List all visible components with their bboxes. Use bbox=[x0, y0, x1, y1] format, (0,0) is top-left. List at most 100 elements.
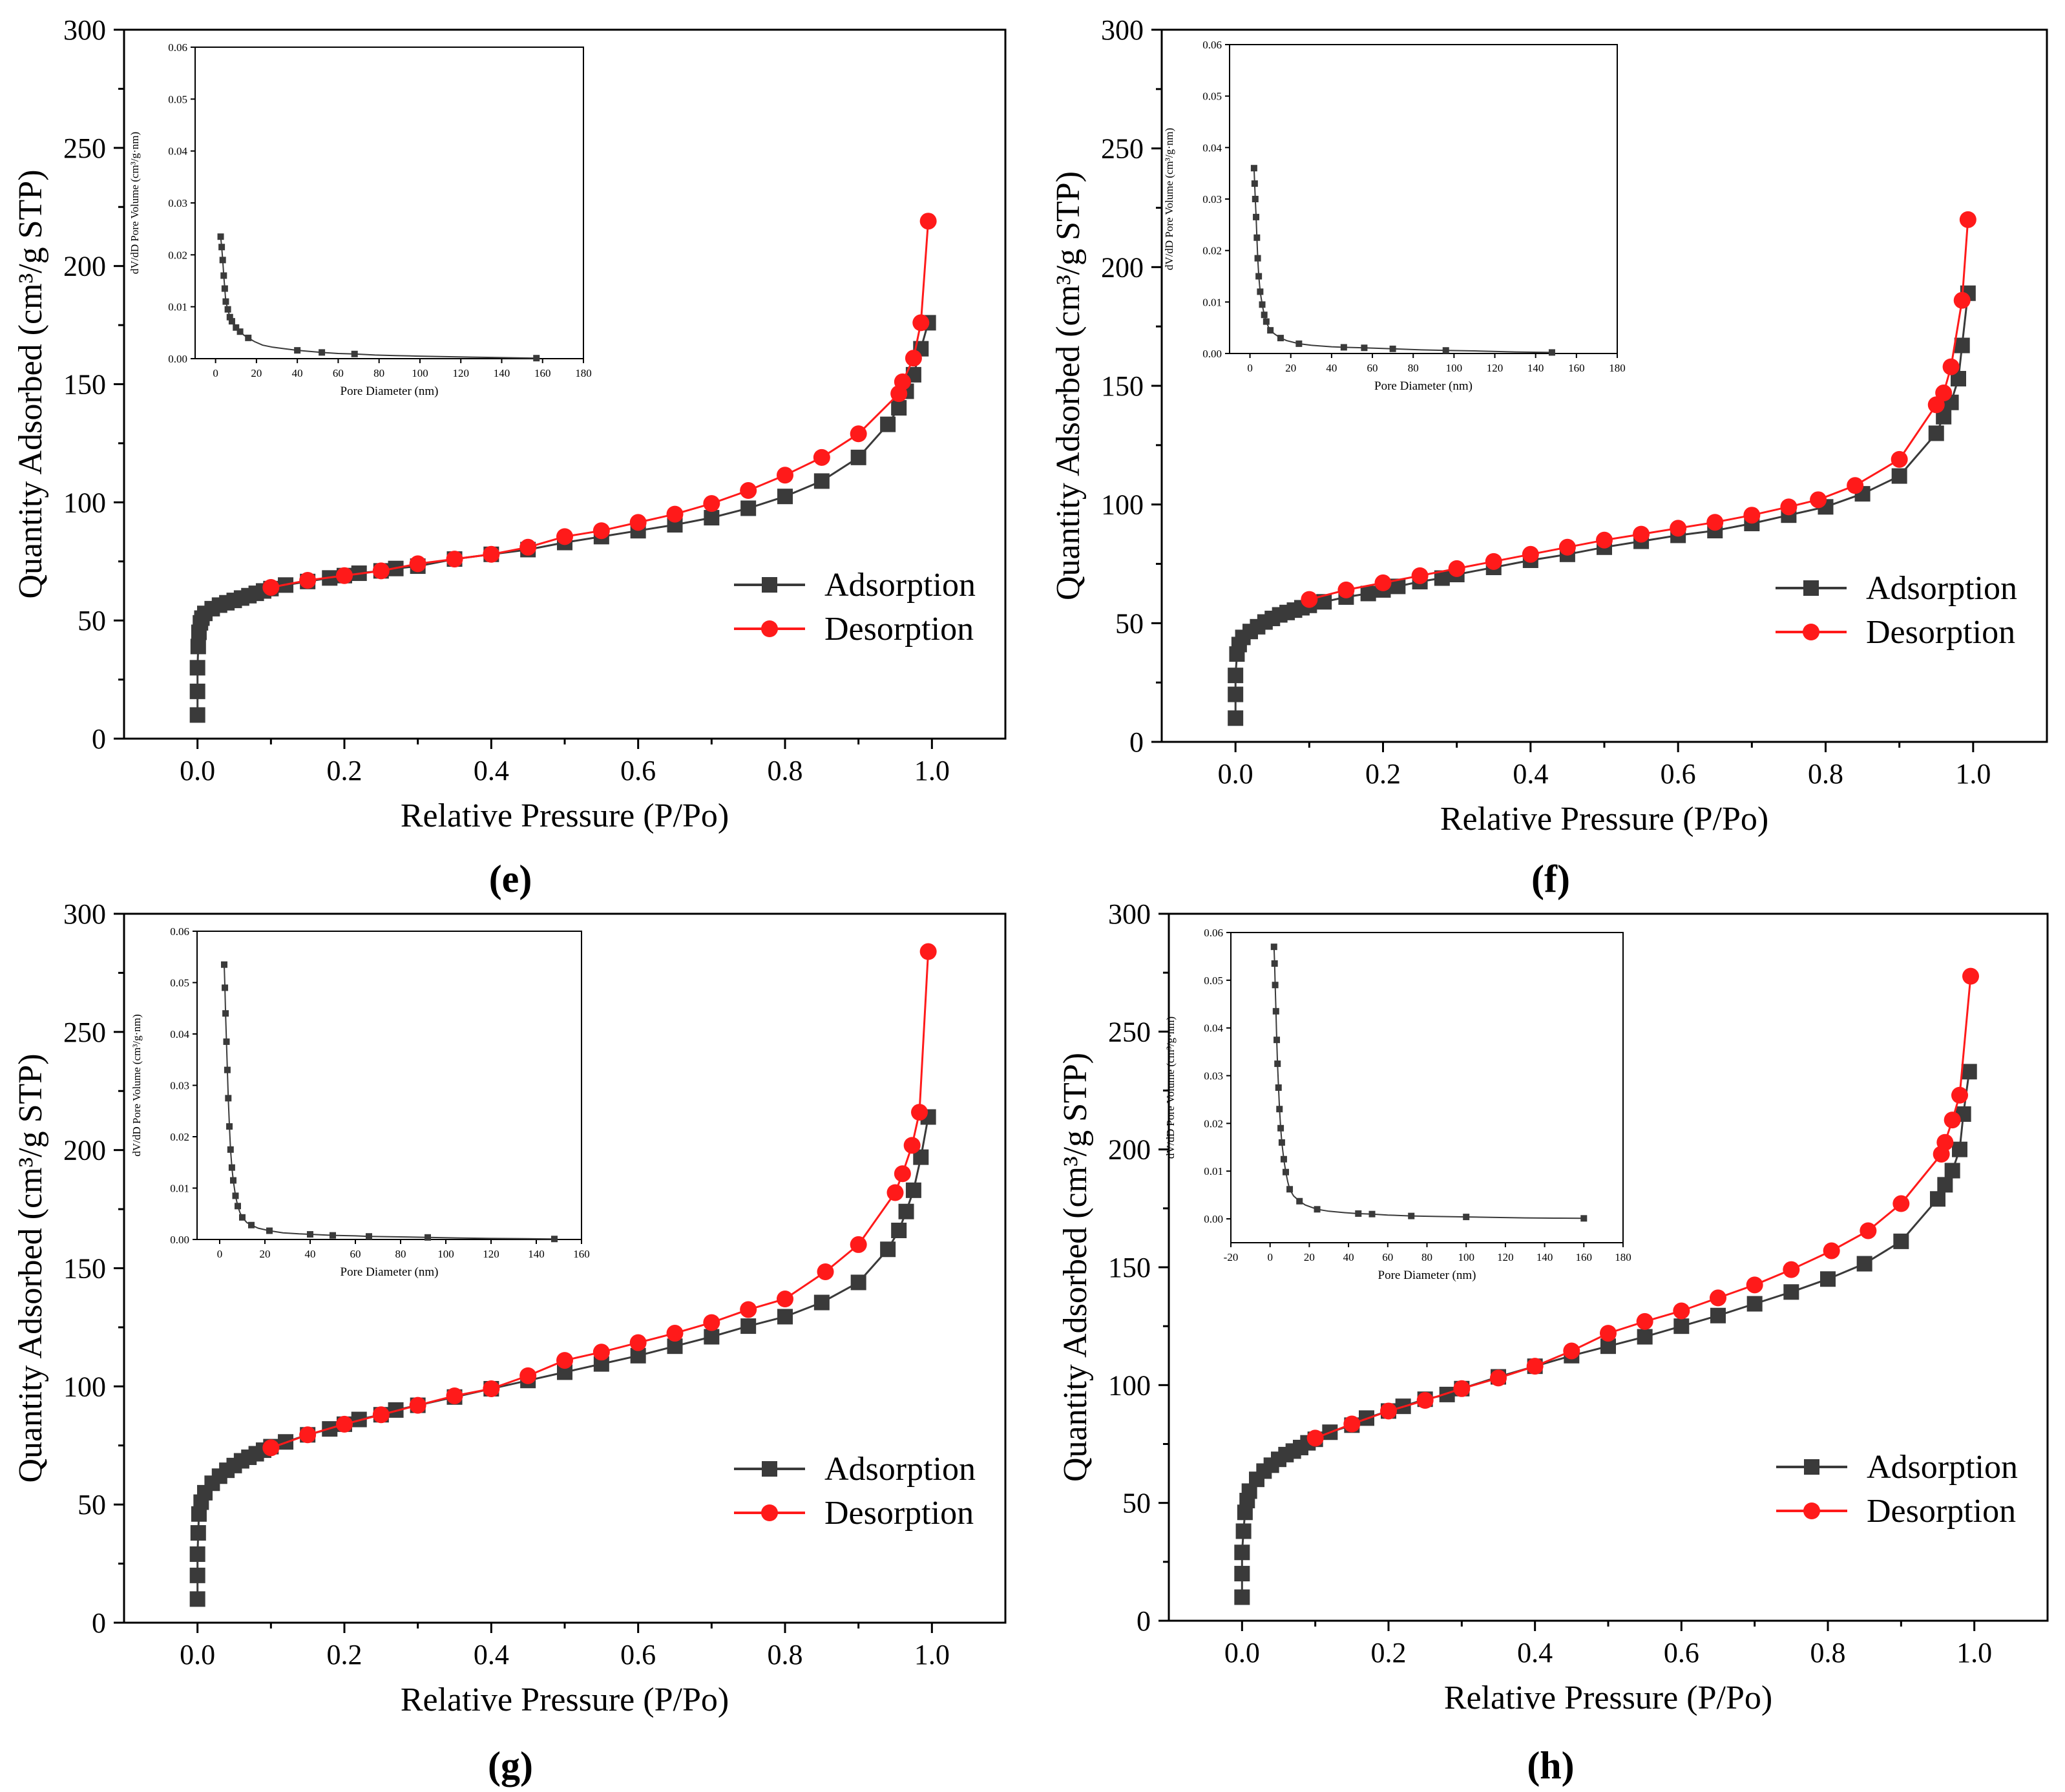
desorption-point bbox=[740, 1301, 757, 1318]
desorption-point bbox=[556, 1352, 573, 1369]
x-tick-label: 1.0 bbox=[914, 755, 950, 786]
inset-x-tick-label: 140 bbox=[528, 1248, 545, 1260]
inset-x-tick-label: 0 bbox=[1247, 362, 1253, 374]
adsorption-point bbox=[1961, 1064, 1977, 1080]
adsorption-point bbox=[1228, 668, 1244, 684]
desorption-point bbox=[1526, 1358, 1544, 1375]
inset-point bbox=[221, 285, 228, 292]
panel-label: (f) bbox=[1531, 858, 1570, 900]
inset-point bbox=[230, 1177, 236, 1184]
desorption-point bbox=[1670, 520, 1687, 537]
y-tick-label: 50 bbox=[1122, 1488, 1151, 1519]
inset-point bbox=[1274, 1037, 1281, 1044]
legend-adsorption-label: Adsorption bbox=[1866, 570, 2017, 607]
inset-x-tick-label: 60 bbox=[350, 1248, 361, 1260]
desorption-point bbox=[1953, 291, 1971, 309]
inset-y-axis-label: dV/dD Pore Volume (cm³/g·nm) bbox=[1164, 1017, 1177, 1159]
inset-x-tick-label: 80 bbox=[395, 1248, 406, 1260]
inset-point bbox=[1263, 318, 1270, 325]
desorption-point bbox=[1743, 507, 1761, 524]
desorption-point bbox=[629, 514, 647, 531]
desorption-point bbox=[336, 567, 353, 584]
inset-point bbox=[1272, 1007, 1279, 1015]
y-tick-label: 150 bbox=[63, 1253, 106, 1285]
desorption-point bbox=[1416, 1392, 1434, 1409]
x-tick-label: 0.2 bbox=[327, 755, 362, 786]
inset-point bbox=[1261, 311, 1268, 319]
desorption-point bbox=[409, 1397, 426, 1414]
adsorption-point bbox=[190, 1525, 206, 1541]
desorption-point bbox=[1847, 477, 1864, 494]
adsorption-point bbox=[1637, 1329, 1653, 1345]
inset-x-tick-label: 0 bbox=[217, 1248, 223, 1260]
y-tick-label: 250 bbox=[1101, 133, 1144, 165]
x-tick-label: 0.4 bbox=[1517, 1637, 1553, 1669]
inset-x-tick-label: 20 bbox=[1285, 362, 1296, 374]
desorption-point bbox=[1306, 1429, 1324, 1447]
inset-point bbox=[1314, 1206, 1321, 1213]
inset-y-tick-label: 0.05 bbox=[1202, 90, 1222, 103]
adsorption-point bbox=[1228, 686, 1244, 702]
adsorption-point bbox=[1928, 425, 1944, 441]
desorption-point bbox=[1636, 1312, 1653, 1330]
inset-y-tick-label: 0.04 bbox=[1202, 142, 1222, 154]
inset-y-tick-label: 0.04 bbox=[1204, 1022, 1223, 1035]
inset-x-tick-label: 20 bbox=[1304, 1251, 1315, 1263]
y-tick-label: 300 bbox=[63, 898, 106, 930]
desorption-point bbox=[1746, 1276, 1763, 1294]
x-tick-label: 0.0 bbox=[180, 1639, 215, 1671]
x-tick-label: 0.6 bbox=[620, 755, 656, 786]
desorption-point bbox=[894, 373, 911, 390]
inset-y-tick-label: 0.05 bbox=[168, 93, 187, 105]
desorption-point bbox=[262, 1439, 280, 1457]
inset-x-tick-label: 140 bbox=[494, 367, 510, 379]
inset-point bbox=[228, 318, 235, 325]
inset-point bbox=[218, 244, 225, 251]
adsorption-point bbox=[704, 1329, 720, 1345]
inset-x-tick-label: 160 bbox=[1568, 362, 1585, 374]
x-tick-label: 0.6 bbox=[1661, 758, 1696, 790]
y-axis-label: Quantity Adsorbed (cm³/g STP) bbox=[1050, 171, 1087, 600]
desorption-point bbox=[740, 482, 757, 500]
legend-adsorption-marker bbox=[1804, 1459, 1819, 1475]
inset-y-tick-label: 0.02 bbox=[1202, 245, 1222, 257]
inset-point bbox=[1355, 1210, 1362, 1217]
desorption-point bbox=[519, 1367, 537, 1384]
inset-point bbox=[1442, 347, 1449, 354]
inset-x-tick-label: -20 bbox=[1224, 1251, 1239, 1263]
legend-adsorption-label: Adsorption bbox=[824, 1451, 976, 1488]
inset-point bbox=[1368, 1210, 1376, 1218]
desorption-point bbox=[666, 505, 684, 523]
inset-x-tick-label: 40 bbox=[1326, 362, 1337, 374]
inset-y-tick-label: 0.03 bbox=[168, 197, 187, 209]
desorption-point bbox=[1959, 211, 1976, 228]
inset-x-tick-label: 20 bbox=[260, 1248, 271, 1260]
inset-x-axis-label: Pore Diameter (nm) bbox=[341, 385, 439, 398]
adsorption-point bbox=[891, 1222, 907, 1238]
desorption-point bbox=[409, 555, 426, 573]
inset-x-tick-label: 0 bbox=[213, 367, 218, 379]
panel-label: (h) bbox=[1527, 1744, 1574, 1787]
legend-desorption-label: Desorption bbox=[1867, 1493, 2016, 1530]
x-axis-label: Relative Pressure (P/Po) bbox=[1440, 801, 1768, 838]
inset-x-tick-label: 20 bbox=[251, 367, 262, 379]
inset-point bbox=[228, 1164, 235, 1171]
inset-y-tick-label: 0.00 bbox=[170, 1234, 189, 1246]
adsorption-point bbox=[891, 400, 907, 416]
desorption-point bbox=[905, 350, 922, 367]
x-tick-label: 0.6 bbox=[620, 1639, 656, 1671]
inset-x-tick-label: 40 bbox=[292, 367, 303, 379]
adsorption-point bbox=[1944, 1163, 1960, 1179]
legend: Adsorption Desorption bbox=[734, 567, 976, 648]
inset-y-tick-label: 0.00 bbox=[168, 353, 187, 365]
adsorption-point bbox=[1930, 1191, 1945, 1207]
adsorption-point bbox=[1360, 585, 1376, 602]
desorption-point bbox=[777, 1291, 793, 1308]
inset-point bbox=[1275, 1084, 1282, 1091]
inset-x-axis-label: Pore Diameter (nm) bbox=[1374, 379, 1473, 393]
inset-point bbox=[221, 961, 227, 968]
desorption-point bbox=[1633, 525, 1650, 543]
y-tick-label: 300 bbox=[1108, 898, 1151, 930]
adsorption-point bbox=[740, 500, 757, 516]
inset-point bbox=[425, 1234, 431, 1241]
